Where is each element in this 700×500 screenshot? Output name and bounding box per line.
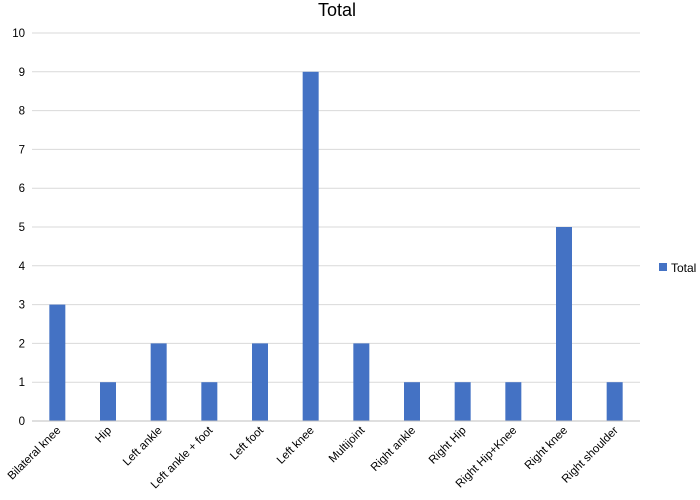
bar [252, 343, 268, 421]
legend-label-total: Total [671, 261, 696, 275]
y-tick-label: 3 [19, 300, 25, 312]
y-tick-label: 10 [12, 28, 25, 40]
bar [150, 343, 167, 421]
x-tick-label: Left ankle [121, 425, 165, 469]
y-tick-label: 2 [19, 338, 25, 350]
bars [49, 71, 623, 422]
legend: Total [659, 261, 696, 275]
y-tick-label: 5 [19, 222, 25, 234]
y-tick-label: 9 [19, 67, 25, 79]
x-tick-label: Right Hip [427, 425, 469, 467]
x-tick-label: Left foot [228, 424, 266, 462]
bar [201, 382, 218, 421]
y-tick-label: 6 [19, 183, 25, 195]
x-tick-label: Hip [93, 425, 114, 446]
bar [100, 382, 116, 421]
bar [49, 304, 66, 421]
x-tick-label: Left knee [275, 425, 317, 467]
chart-title: Total [318, 0, 356, 20]
x-tick-label: Multijoint [327, 424, 368, 465]
bar [556, 227, 572, 421]
y-tick-label: 0 [19, 416, 25, 428]
y-tick-label: 8 [19, 106, 25, 118]
y-tick-label: 4 [19, 261, 26, 273]
x-tick-label: Bilateral knee [6, 425, 64, 483]
y-tick-label: 7 [19, 144, 25, 156]
bar [302, 71, 319, 422]
x-tick-label: Right ankle [369, 425, 418, 474]
x-tick-label: Right knee [523, 425, 570, 472]
bar [454, 382, 471, 421]
bar [505, 382, 522, 421]
legend-swatch [659, 263, 667, 271]
bar [606, 382, 623, 421]
gridlines [32, 32, 640, 383]
bar [404, 382, 420, 421]
y-axis-ticks: 0 1 2 3 4 5 6 7 8 9 10 [12, 28, 25, 428]
bar [353, 343, 370, 421]
y-tick-label: 1 [19, 377, 25, 389]
